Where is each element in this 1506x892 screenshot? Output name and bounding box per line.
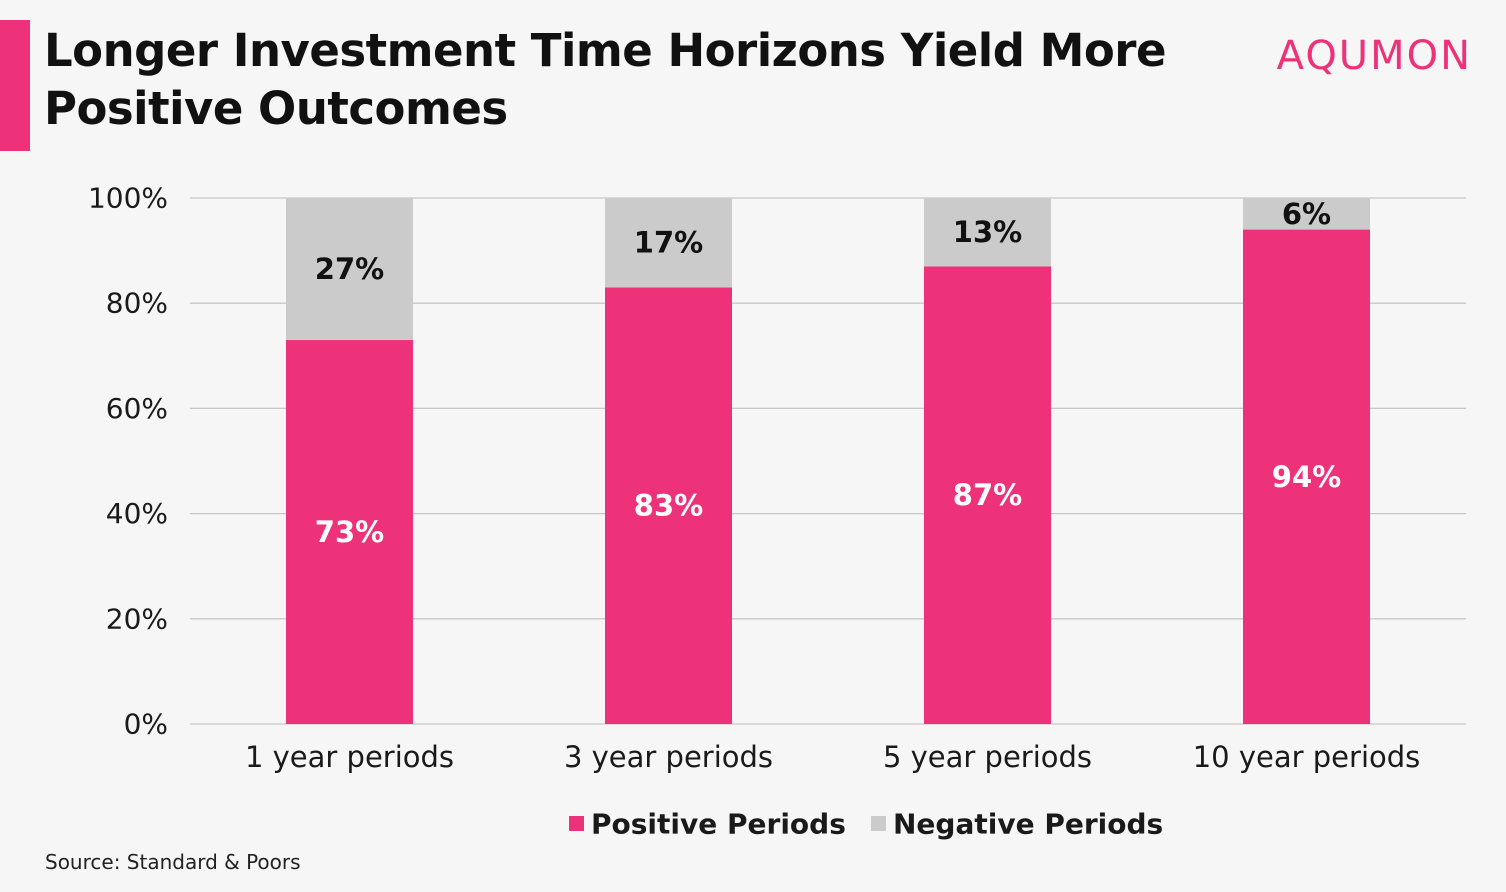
source-note: Source: Standard & Poors xyxy=(45,850,301,874)
legend[interactable]: Positive Periods Negative Periods xyxy=(569,808,1163,841)
bar-value-label: 87% xyxy=(953,478,1022,512)
x-tick-label: 10 year periods xyxy=(1193,740,1421,774)
y-axis-tick-labels: 0% 20% 40% 60% 80% 100% xyxy=(88,182,168,741)
bar-value-label: 73% xyxy=(315,515,384,549)
x-tick-label: 3 year periods xyxy=(564,740,773,774)
negative-bar xyxy=(1243,198,1370,230)
positive-bar xyxy=(605,287,732,724)
x-tick-label: 1 year periods xyxy=(245,740,454,774)
y-tick-label: 20% xyxy=(106,602,168,635)
bar-value-label: 94% xyxy=(1272,460,1341,494)
legend-label: Positive Periods xyxy=(591,808,846,841)
x-axis-tick-labels: 1 year periods 3 year periods 5 year perio… xyxy=(245,740,1420,774)
bar-value-label: 27% xyxy=(315,252,384,286)
negative-bar xyxy=(924,198,1051,267)
bars: 73% 27% 83% 17% 87% 13% 94% 6% xyxy=(286,197,1370,724)
bar-value-label: 6% xyxy=(1282,197,1331,231)
bar-value-label: 83% xyxy=(634,489,703,523)
bar-value-label: 17% xyxy=(634,226,703,260)
negative-bar xyxy=(286,198,413,341)
legend-swatch-negative xyxy=(871,816,886,831)
negative-bar xyxy=(605,198,732,288)
page-title: Longer Investment Time Horizons Yield Mo… xyxy=(44,24,1167,135)
positive-bar xyxy=(924,266,1051,724)
legend-label: Negative Periods xyxy=(893,808,1163,841)
positive-bar xyxy=(1243,229,1370,724)
x-tick-label: 5 year periods xyxy=(883,740,1092,774)
bar-value-label: 13% xyxy=(953,215,1022,249)
title-accent-bar xyxy=(0,20,30,151)
y-tick-label: 40% xyxy=(106,497,168,530)
legend-swatch-positive xyxy=(569,816,584,831)
positive-bar xyxy=(286,340,413,724)
y-tick-label: 60% xyxy=(106,392,168,425)
y-tick-label: 0% xyxy=(124,708,168,741)
y-tick-label: 80% xyxy=(106,287,168,320)
y-tick-label: 100% xyxy=(88,182,168,215)
brand-logo: AQUMON xyxy=(1276,33,1472,79)
